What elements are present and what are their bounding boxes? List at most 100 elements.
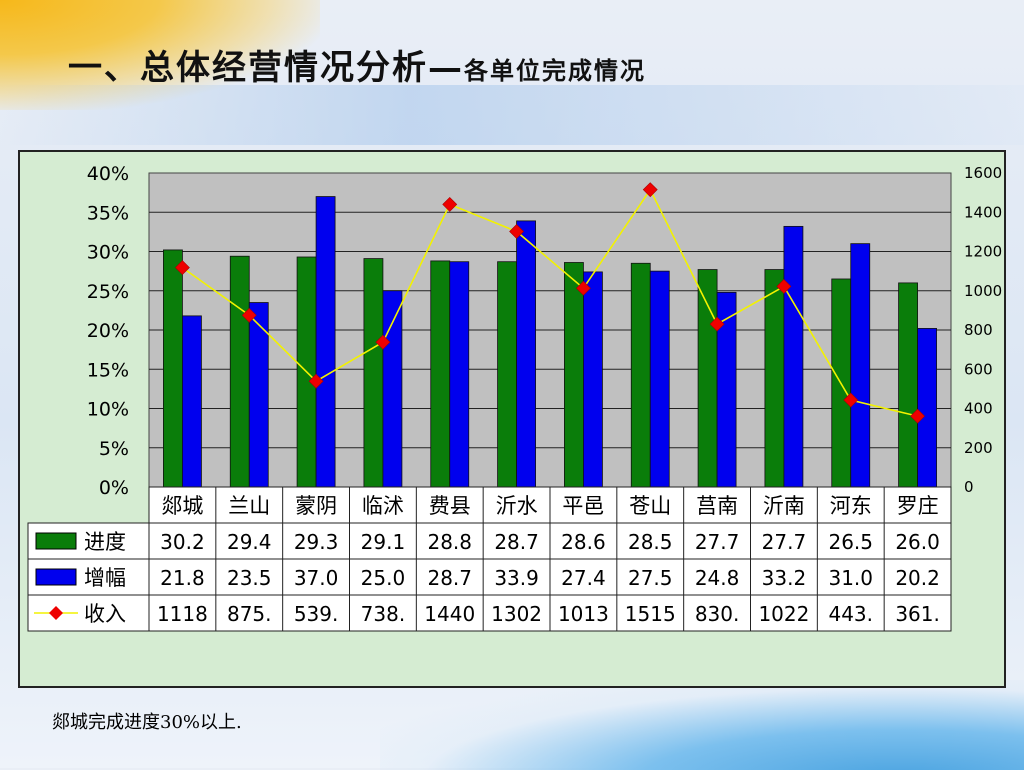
marker-收入 [442, 196, 458, 212]
table-value-进度: 28.5 [628, 530, 673, 554]
table-value-进度: 29.3 [294, 530, 339, 554]
chart-svg: 0% 5% 10% 15% 20% 25% 30% 35% 40% 0 200 400 600 800 10… [27, 163, 1002, 632]
table-value-收入: 830. [695, 602, 740, 626]
bar-进度 [229, 255, 250, 488]
table-value-收入: 1440 [424, 602, 475, 626]
bar-增幅 [382, 290, 403, 488]
table-value-增幅: 31.0 [828, 566, 873, 590]
legend-label-增幅: 增幅 [84, 566, 126, 590]
table-value-进度: 29.1 [361, 530, 406, 554]
legend-label-收入: 收入 [84, 602, 126, 626]
bar-进度 [163, 249, 183, 488]
marker-收入 [375, 334, 391, 350]
category-label: 莒南 [696, 494, 738, 518]
footnote: 郯城完成进度30%以上. [52, 712, 242, 733]
table-value-增幅: 28.7 [427, 566, 472, 590]
bar-进度 [898, 282, 918, 488]
right-axis-tick-label: 600 [964, 360, 993, 378]
left-axis-tick-label: 30% [87, 242, 129, 264]
line-收入 [181, 188, 918, 417]
legend-key-增幅 [35, 568, 77, 586]
table-value-增幅: 33.9 [494, 566, 539, 590]
left-axis-tick-label: 0% [99, 477, 129, 499]
bar-增幅 [917, 328, 937, 488]
table-value-增幅: 27.4 [561, 566, 606, 590]
table-value-进度: 27.7 [695, 530, 740, 554]
category-label: 兰山 [228, 494, 270, 518]
bar-进度 [630, 262, 651, 488]
right-axis-tick-label: 1600 [964, 164, 1002, 182]
bar-进度 [497, 261, 517, 488]
table-body [27, 522, 952, 632]
right-axis-tick-label: 1000 [964, 282, 1002, 300]
slide-title-sub: 各单位完成情况 [464, 56, 646, 85]
left-axis-tick-label: 20% [87, 320, 129, 342]
decorative-wave-top [0, 85, 1024, 145]
legend-key-marker-收入 [49, 606, 63, 620]
category-label: 沂南 [763, 494, 805, 518]
category-label: 沂水 [496, 494, 538, 518]
bar-增幅 [315, 196, 336, 488]
right-axis-tick-label: 200 [964, 439, 993, 457]
right-axis-tick-label: 800 [964, 321, 993, 339]
marker-收入 [709, 316, 725, 332]
category-label: 蒙阴 [295, 494, 337, 518]
category-label: 费县 [429, 494, 471, 518]
marker-收入 [308, 373, 324, 389]
right-axis-tick-label: 1400 [964, 203, 1002, 221]
table-value-增幅: 33.2 [762, 566, 807, 590]
table-value-进度: 28.8 [427, 530, 472, 554]
table-value-收入: 1022 [758, 602, 809, 626]
table-value-增幅: 25.0 [361, 566, 406, 590]
table-value-收入: 1302 [491, 602, 542, 626]
left-axis-tick-label: 40% [87, 163, 129, 185]
table-value-进度: 26.5 [828, 530, 873, 554]
marker-收入 [776, 279, 792, 294]
table-value-收入: 1515 [625, 602, 676, 626]
marker-收入 [642, 182, 658, 198]
marker-收入 [575, 280, 591, 296]
marker-收入 [241, 307, 257, 323]
bar-增幅 [850, 243, 871, 488]
slide-title: 一、总体经营情况分析—各单位完成情况 [68, 40, 646, 89]
category-label: 平邑 [562, 494, 604, 518]
category-label: 郯城 [161, 494, 203, 518]
bar-进度 [564, 262, 584, 488]
table-value-收入: 539. [294, 602, 339, 626]
bar-增幅 [783, 225, 804, 488]
bar-增幅 [182, 315, 202, 488]
bar-增幅 [516, 220, 536, 488]
table-value-增幅: 24.8 [695, 566, 740, 590]
slide-title-dash: — [428, 48, 464, 88]
table-value-增幅: 20.2 [895, 566, 940, 590]
table-value-进度: 28.7 [494, 530, 539, 554]
left-axis-tick-label: 5% [99, 438, 129, 460]
marker-收入 [509, 224, 525, 239]
legend-key-进度 [35, 532, 77, 550]
table-value-增幅: 37.0 [294, 566, 339, 590]
table-value-收入: 443. [828, 602, 873, 626]
bar-进度 [764, 269, 785, 488]
category-label: 苍山 [629, 494, 671, 518]
table-value-进度: 30.2 [160, 530, 205, 554]
left-axis-tick-label: 35% [87, 202, 129, 224]
table-value-收入: 361. [895, 602, 940, 626]
category-label: 河东 [830, 494, 872, 518]
table-value-增幅: 27.5 [628, 566, 673, 590]
table-value-收入: 1013 [558, 602, 609, 626]
bar-增幅 [583, 271, 603, 488]
right-axis-tick-label: 400 [964, 400, 993, 418]
left-axis-tick-label: 25% [87, 281, 129, 303]
table-value-增幅: 21.8 [160, 566, 205, 590]
legend-label-进度: 进度 [84, 530, 126, 554]
bar-进度 [363, 258, 384, 488]
category-label: 临沭 [362, 494, 404, 518]
right-axis-tick-label: 1200 [964, 243, 1002, 261]
table-value-增幅: 23.5 [227, 566, 272, 590]
marker-收入 [910, 408, 926, 424]
table-value-进度: 29.4 [227, 530, 272, 554]
slide-title-main: 一、总体经营情况分析 [68, 48, 428, 88]
table-value-进度: 27.7 [762, 530, 807, 554]
decorative-wave-bottom [380, 680, 1024, 770]
table-value-收入: 738. [361, 602, 406, 626]
